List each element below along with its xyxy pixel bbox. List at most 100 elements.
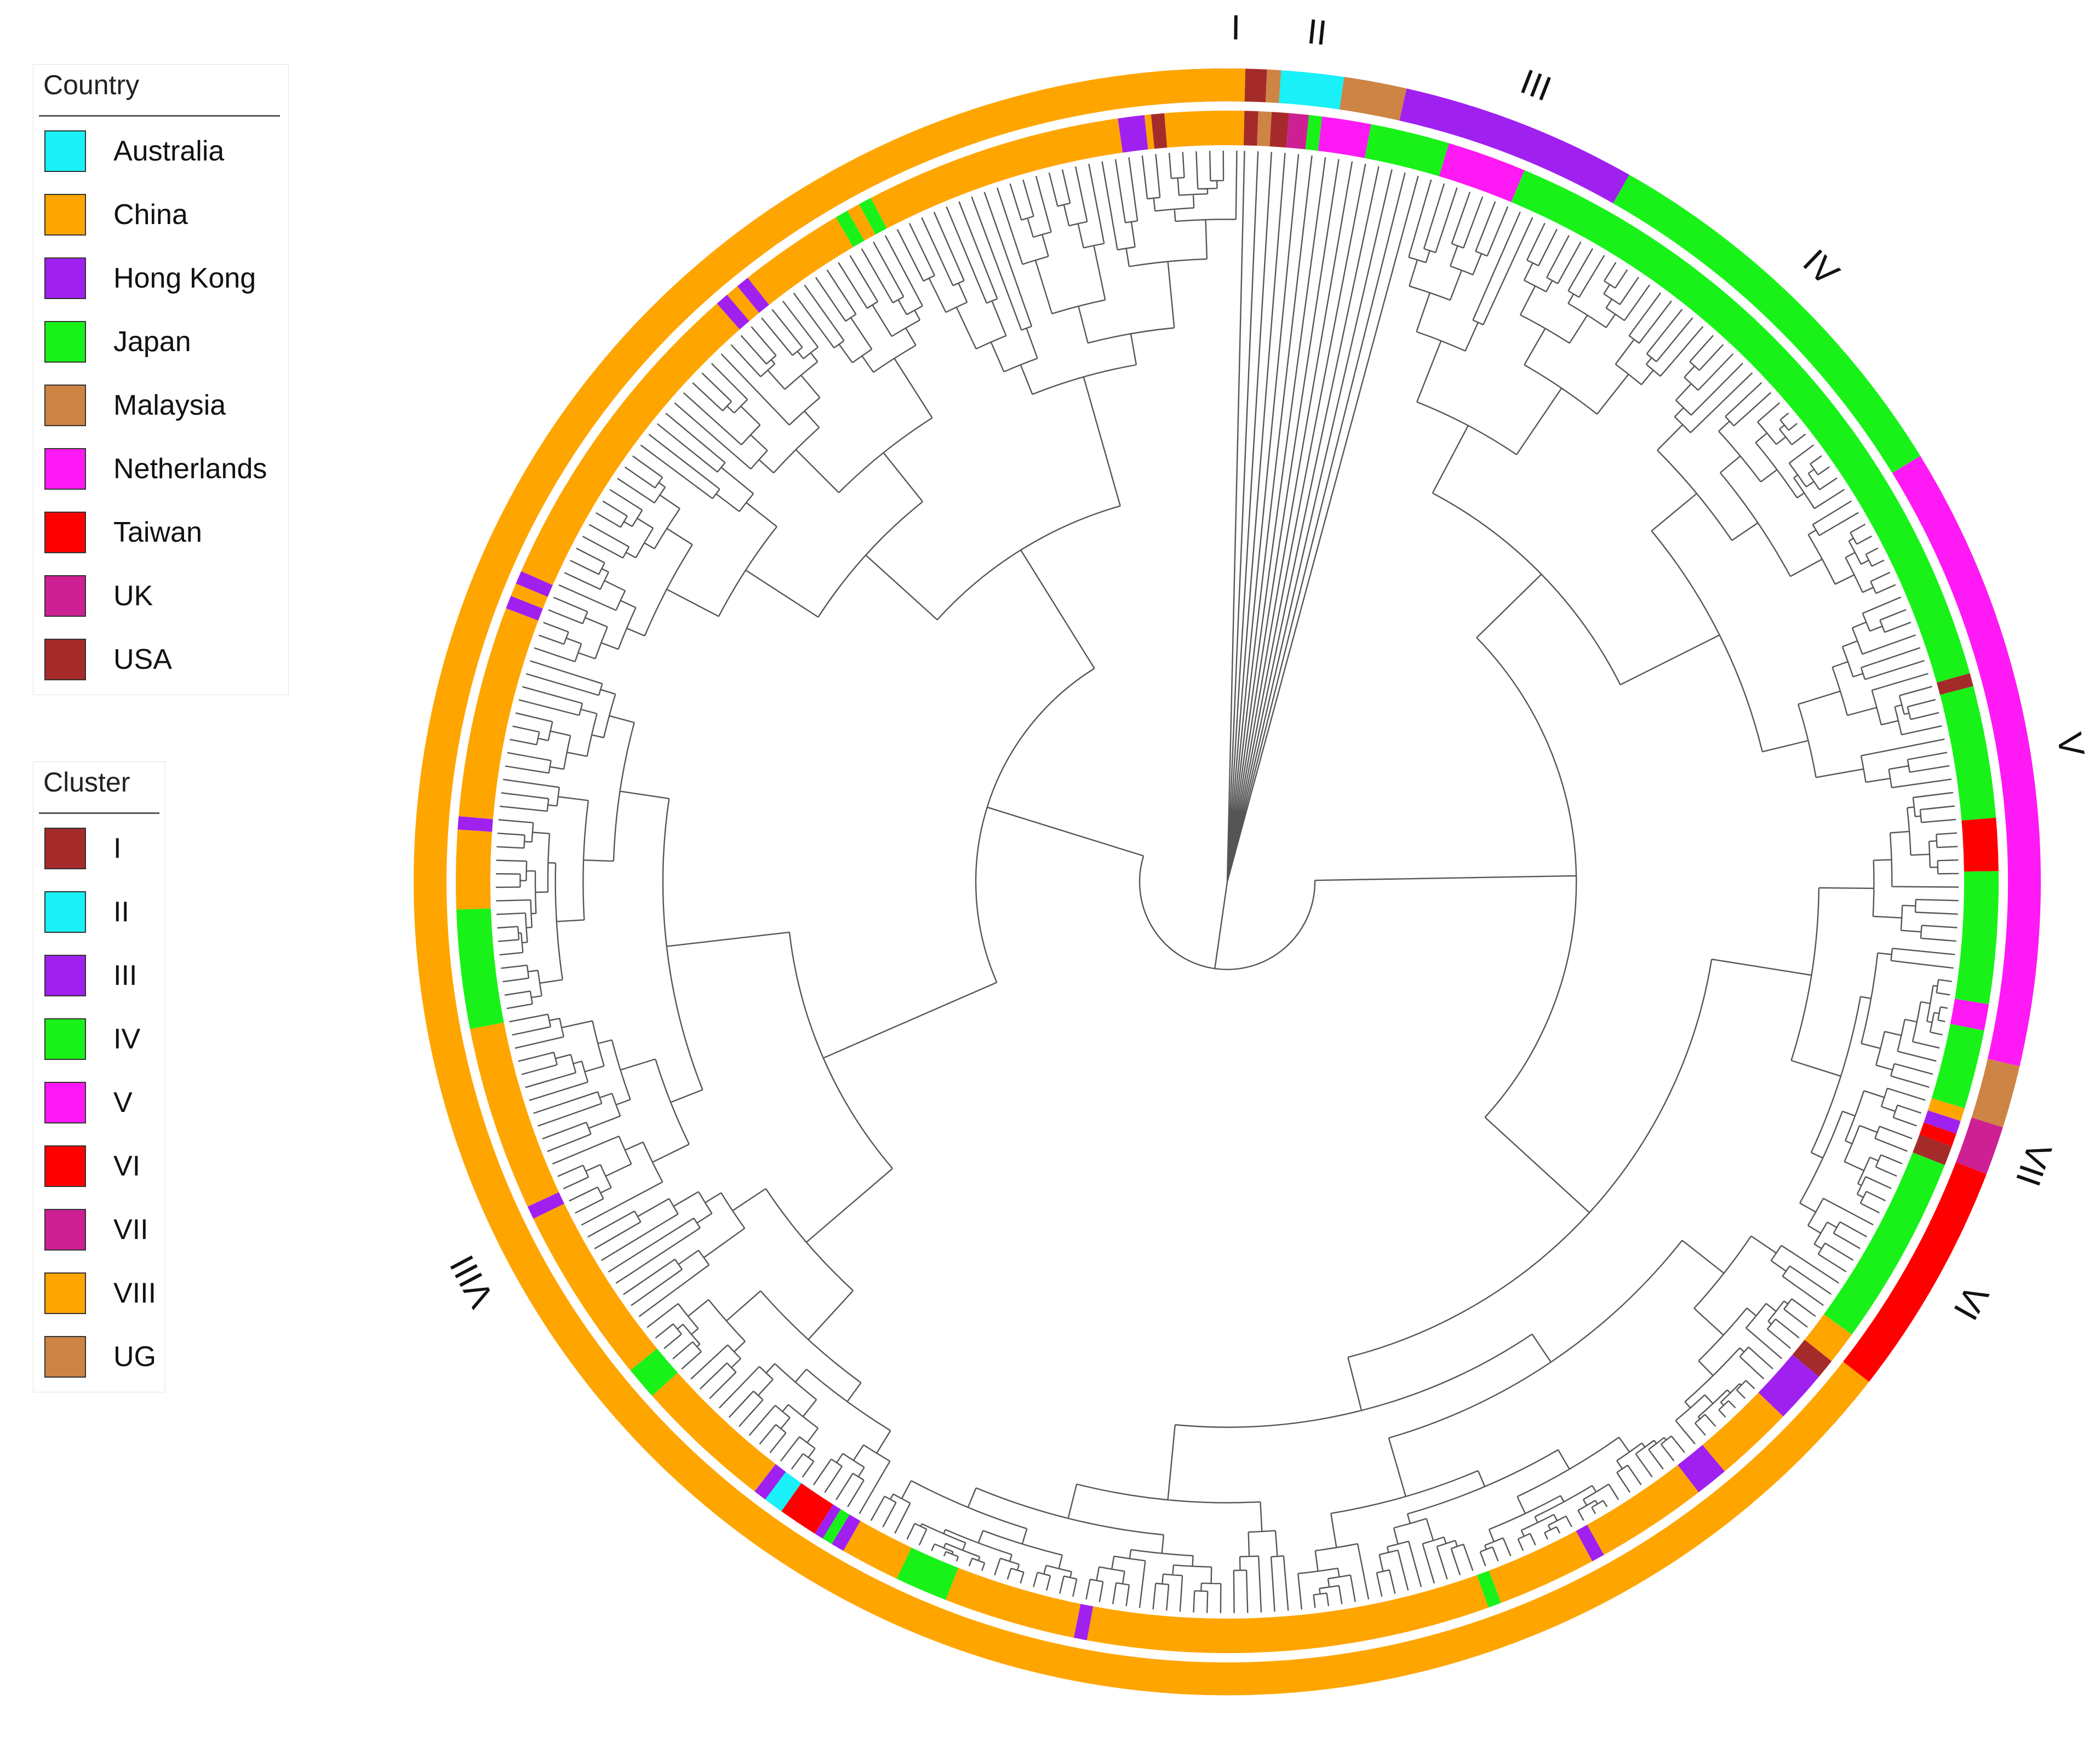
country-segment [511, 583, 548, 609]
cluster-ring [414, 68, 2041, 1695]
country-legend-label: China [113, 199, 188, 231]
country-swatch [44, 639, 86, 680]
country-segment [521, 303, 740, 586]
cluster-legend-item: VIII [44, 1272, 285, 1316]
country-segment [1823, 1152, 1945, 1335]
country-legend-item: Taiwan [44, 512, 285, 555]
country-segment [1939, 686, 1996, 821]
cluster-legend-rule [39, 812, 159, 814]
country-segment [747, 217, 854, 305]
country-ring [455, 111, 1999, 1653]
cluster-segment [1399, 88, 1629, 204]
country-segment [765, 1472, 802, 1511]
cluster-segment [1339, 77, 1407, 121]
cluster-swatch [44, 1272, 86, 1314]
country-segment [630, 1348, 678, 1396]
country-legend-label: UK [113, 580, 153, 612]
country-swatch [44, 448, 86, 490]
country-segment [1954, 871, 1999, 1005]
country-segment [1924, 1110, 1961, 1134]
country-segment [533, 1203, 657, 1370]
country-segment [836, 210, 865, 248]
cluster-swatch [44, 1209, 86, 1251]
country-segment [1961, 817, 1999, 872]
cluster-legend-label: III [113, 960, 138, 991]
country-segment [822, 1509, 850, 1544]
country-segment [1511, 170, 1970, 683]
country-legend-item: USA [44, 639, 285, 683]
cluster-legend-label: IV [113, 1023, 141, 1055]
country-legend: Country Australia China Hong Kong Japan Mala… [33, 64, 289, 695]
country-segment [459, 608, 539, 819]
country-swatch [44, 130, 86, 172]
country-segment [1318, 116, 1371, 158]
country-segment [455, 829, 493, 910]
cluster-label: I [1231, 8, 1241, 47]
country-segment [1758, 1354, 1819, 1417]
country-segment [1086, 1575, 1489, 1653]
country-swatch [44, 575, 86, 617]
country-segment [1269, 112, 1289, 148]
country-segment [1073, 1604, 1094, 1641]
country-segment [946, 1568, 1081, 1638]
cluster-legend-item: II [44, 891, 285, 935]
cluster-legend-label: VII [113, 1214, 148, 1246]
cluster-segment [1843, 1162, 1987, 1382]
country-legend-label: Australia [113, 135, 225, 167]
country-segment [516, 571, 553, 597]
country-legend-item: Netherlands [44, 448, 285, 492]
cluster-label: VIII [442, 1249, 502, 1314]
cluster-label: IV [1795, 242, 1847, 293]
country-segment [1792, 1339, 1832, 1377]
cluster-label: V [2050, 730, 2092, 760]
country-segment [1164, 111, 1245, 148]
country-segment [1927, 1098, 1965, 1121]
country-segment [737, 278, 769, 313]
country-segment [1439, 143, 1525, 202]
country-legend-item: Malaysia [44, 385, 285, 428]
cluster-legend-item: VII [44, 1209, 285, 1253]
cluster-label: II [1306, 12, 1329, 53]
country-legend-rule [39, 115, 280, 117]
country-segment [871, 118, 1123, 229]
country-segment [1477, 1570, 1501, 1608]
country-legend-label: USA [113, 644, 172, 675]
country-segment [754, 1464, 786, 1500]
cluster-legend-label: II [113, 896, 129, 928]
country-segment [1936, 673, 1973, 695]
country-segment [1257, 111, 1272, 147]
country-segment [1919, 1122, 1956, 1146]
cluster-segment [1892, 456, 2041, 1066]
cluster-segment [1279, 70, 1344, 110]
cluster-legend-item: IV [44, 1018, 285, 1062]
cluster-label: III [1515, 61, 1557, 108]
country-segment [726, 286, 759, 322]
country-swatch [44, 385, 86, 426]
country-swatch [44, 321, 86, 363]
country-segment [896, 1547, 959, 1600]
country-segment [859, 198, 887, 235]
cluster-segment [1971, 1058, 2020, 1128]
cluster-segment [1613, 175, 1921, 473]
cluster-swatch [44, 1145, 86, 1187]
country-segment [457, 816, 493, 832]
country-segment [1913, 1134, 1952, 1165]
country-segment [1118, 115, 1148, 153]
cluster-legend-item: VI [44, 1145, 285, 1189]
country-segment [527, 1192, 565, 1219]
cluster-legend-label: V [113, 1087, 133, 1119]
cluster-legend-item: UG [44, 1336, 285, 1380]
country-swatch [44, 194, 86, 236]
country-legend-title: Country [43, 70, 140, 100]
country-segment [1286, 113, 1309, 150]
country-segment [652, 1373, 776, 1492]
country-segment [506, 595, 543, 621]
country-segment [1144, 114, 1155, 150]
country-segment [1489, 1530, 1593, 1603]
cluster-swatch [44, 1336, 86, 1378]
country-legend-label: Japan [113, 326, 191, 358]
cluster-label: VI [1946, 1278, 1996, 1327]
country-legend-label: Hong Kong [113, 262, 256, 294]
country-segment [1587, 1465, 1699, 1555]
